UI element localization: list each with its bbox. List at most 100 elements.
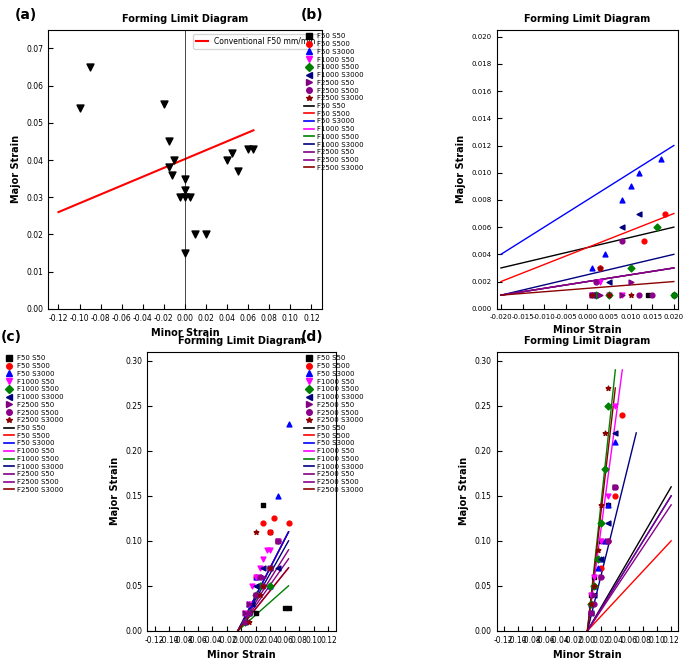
Point — [586, 598, 597, 609]
Point — [603, 536, 614, 546]
Point — [283, 603, 294, 614]
Point — [616, 236, 627, 246]
Point — [589, 598, 600, 609]
Point — [586, 608, 597, 618]
Text: (d): (d) — [301, 330, 323, 344]
Point — [269, 513, 279, 524]
Point — [625, 181, 636, 192]
Point — [243, 608, 254, 618]
Point — [595, 263, 606, 274]
Point — [603, 400, 614, 411]
Point — [232, 166, 243, 177]
Point — [589, 580, 600, 591]
Point — [586, 590, 597, 600]
Point — [251, 580, 262, 591]
Point — [610, 400, 621, 411]
Legend: Conventional F50 mm/min: Conventional F50 mm/min — [193, 34, 318, 49]
Point — [265, 562, 276, 573]
Point — [179, 192, 190, 203]
Point — [599, 249, 610, 260]
Point — [258, 517, 269, 528]
Point — [262, 544, 273, 555]
Point — [643, 290, 653, 301]
Point — [586, 290, 597, 301]
Point — [603, 290, 614, 301]
Point — [634, 208, 645, 219]
Point — [586, 608, 597, 618]
Point — [603, 290, 614, 301]
Point — [258, 580, 269, 591]
Point — [240, 616, 251, 627]
Point — [258, 572, 269, 582]
Title: Forming Limit Diagram: Forming Limit Diagram — [524, 13, 651, 23]
Point — [74, 103, 85, 114]
Point — [590, 290, 601, 301]
Point — [243, 598, 254, 609]
Text: (c): (c) — [1, 330, 21, 344]
Y-axis label: Major Strain: Major Strain — [10, 135, 21, 203]
Point — [240, 608, 251, 618]
Point — [625, 263, 636, 274]
Title: Forming Limit Diagram: Forming Limit Diagram — [524, 335, 651, 345]
Point — [251, 527, 262, 537]
Point — [610, 481, 621, 492]
Point — [603, 536, 614, 546]
Point — [603, 491, 614, 501]
Point — [589, 572, 600, 582]
Point — [265, 527, 276, 537]
Point — [610, 481, 621, 492]
Point — [638, 236, 649, 246]
Point — [174, 192, 185, 203]
Point — [222, 155, 233, 165]
Point — [669, 290, 680, 301]
Point — [240, 608, 251, 618]
Point — [625, 290, 636, 301]
Point — [589, 572, 600, 582]
Point — [185, 192, 196, 203]
Point — [590, 276, 601, 287]
Point — [589, 580, 600, 591]
Point — [586, 290, 597, 301]
Legend: F50 S50, F50 S500, F50 S3000, F1000 S50, F1000 S500, F1000 S3000, F2500 S50, F25: F50 S50, F50 S500, F50 S3000, F1000 S50,… — [304, 33, 364, 171]
Point — [272, 536, 283, 546]
Point — [603, 536, 614, 546]
Y-axis label: Major Strain: Major Strain — [459, 457, 469, 525]
Point — [616, 290, 627, 301]
Point — [265, 562, 276, 573]
Point — [634, 290, 645, 301]
Point — [158, 99, 169, 110]
Point — [596, 572, 607, 582]
Point — [240, 616, 251, 627]
Point — [603, 517, 614, 528]
Point — [254, 580, 265, 591]
Point — [610, 481, 621, 492]
Point — [596, 536, 607, 546]
Point — [240, 616, 251, 627]
Point — [656, 154, 667, 165]
Line: Conventional F50 mm/min: Conventional F50 mm/min — [58, 130, 253, 212]
Point — [258, 562, 269, 573]
Point — [595, 263, 606, 274]
Point — [251, 572, 262, 582]
Point — [251, 572, 262, 582]
Point — [243, 598, 254, 609]
Point — [243, 608, 254, 618]
Point — [610, 428, 621, 438]
Point — [586, 598, 597, 609]
Point — [279, 603, 290, 614]
Point — [660, 208, 671, 219]
Conventional F50 mm/min — [54, 208, 62, 216]
Point — [610, 436, 621, 447]
Point — [243, 598, 254, 609]
Point — [603, 499, 614, 510]
Legend: F50 S50, F50 S500, F50 S3000, F1000 S50, F1000 S500, F1000 S3000, F2500 S50, F25: F50 S50, F50 S500, F50 S3000, F1000 S50,… — [304, 355, 364, 493]
Text: (b): (b) — [301, 8, 323, 22]
Point — [254, 572, 265, 582]
Point — [243, 616, 254, 627]
Point — [589, 590, 600, 600]
Title: Forming Limit Diagram: Forming Limit Diagram — [122, 13, 248, 23]
Point — [254, 590, 265, 600]
Point — [164, 136, 175, 147]
Point — [596, 536, 607, 546]
Point — [265, 580, 276, 591]
